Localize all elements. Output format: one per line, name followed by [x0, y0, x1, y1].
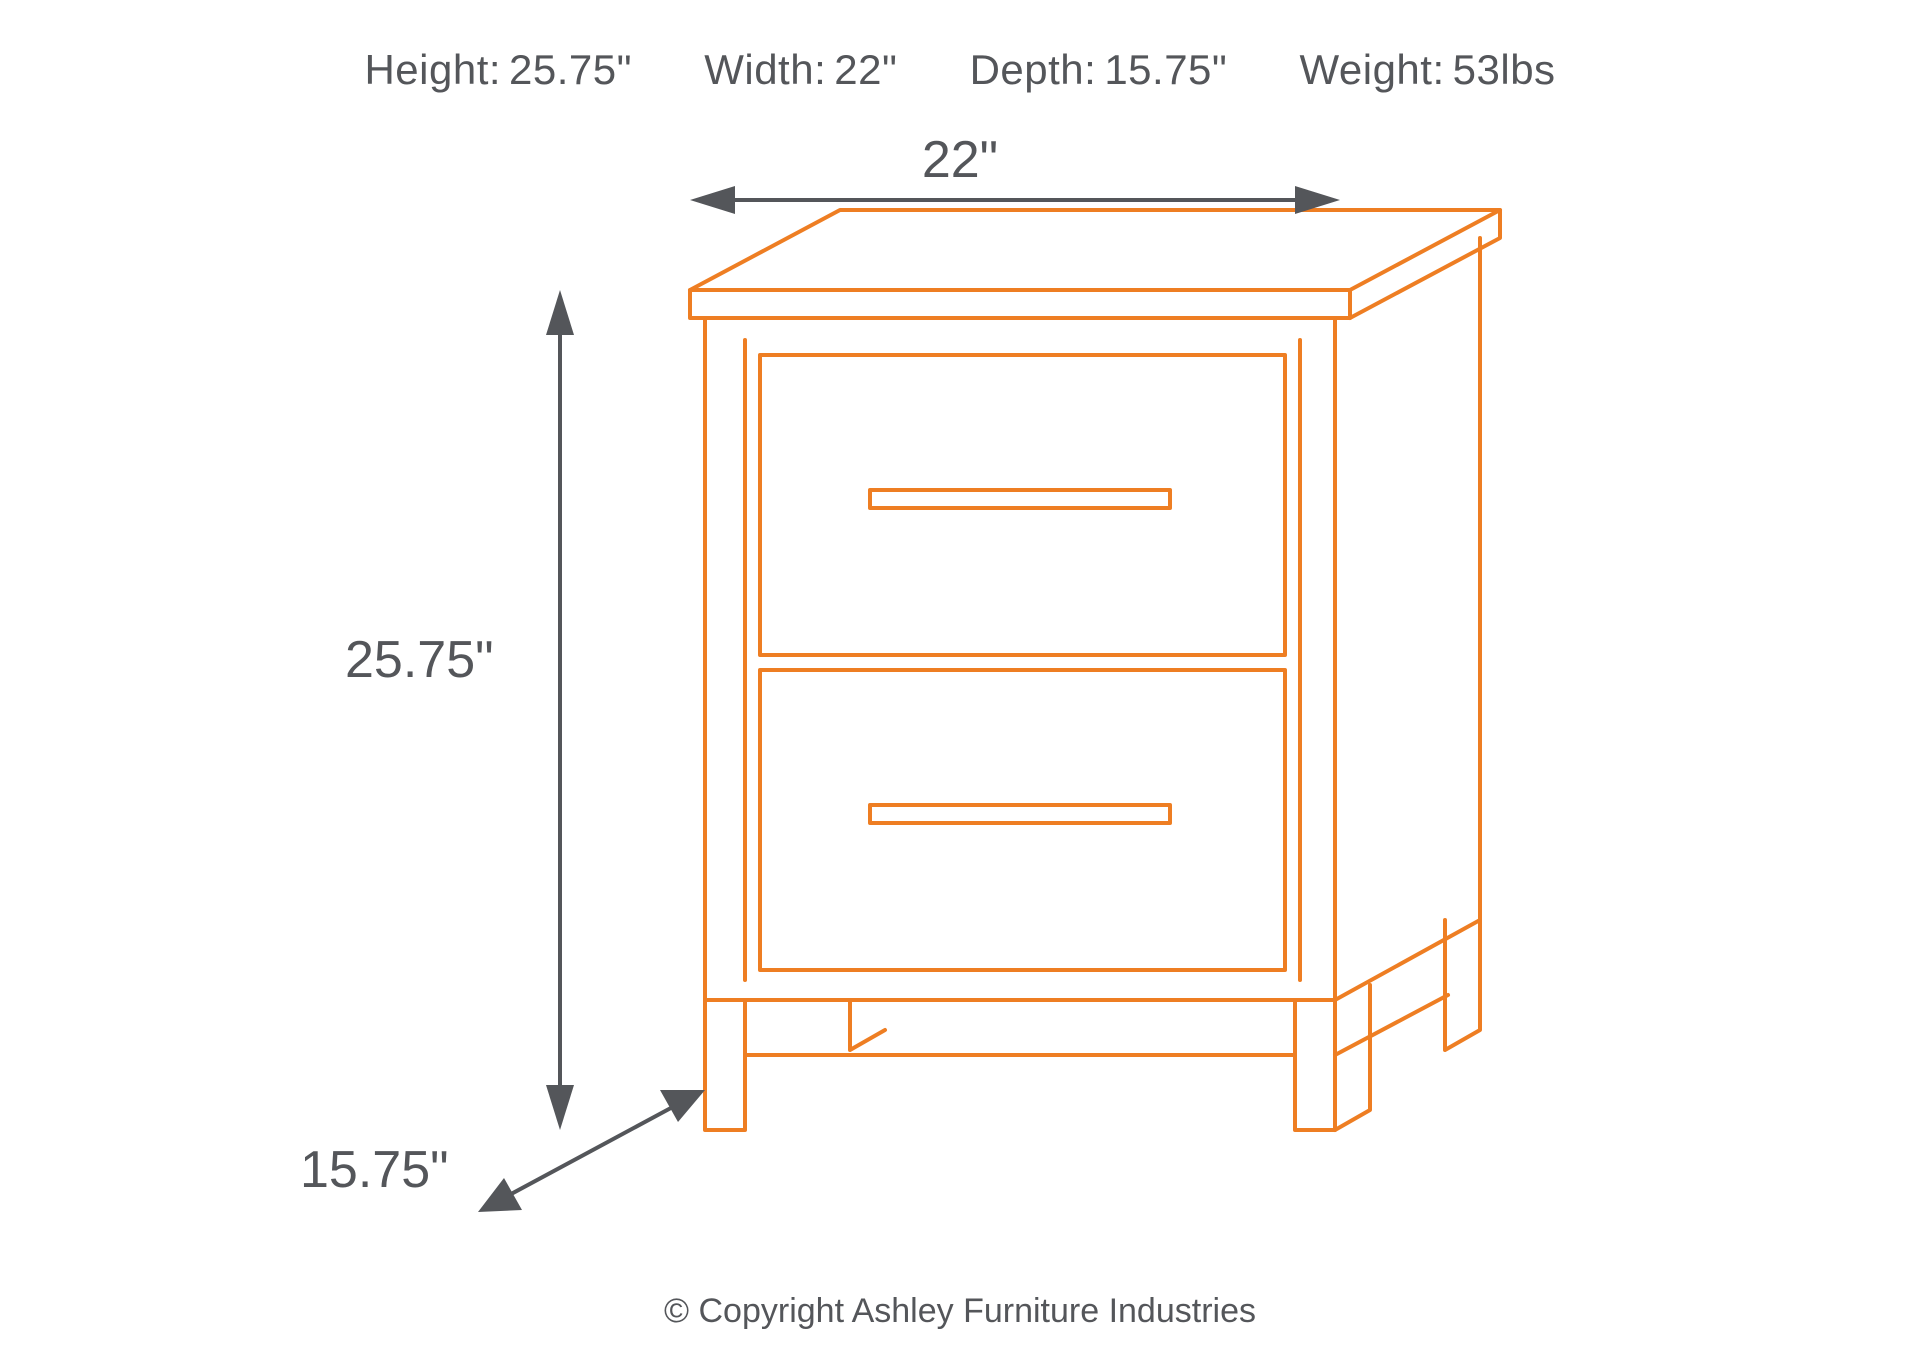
copyright-text: © Copyright Ashley Furniture Industries: [0, 1292, 1920, 1331]
height-dimension-arrow: [546, 290, 574, 1130]
cabinet-body: [705, 238, 1480, 1000]
furniture-diagram: [0, 0, 1920, 1361]
depth-dimension-arrow: [478, 1090, 705, 1212]
drawer-2: [760, 670, 1285, 970]
drawer-1: [760, 355, 1285, 655]
legs: [705, 920, 1480, 1130]
top-slab: [690, 210, 1500, 318]
